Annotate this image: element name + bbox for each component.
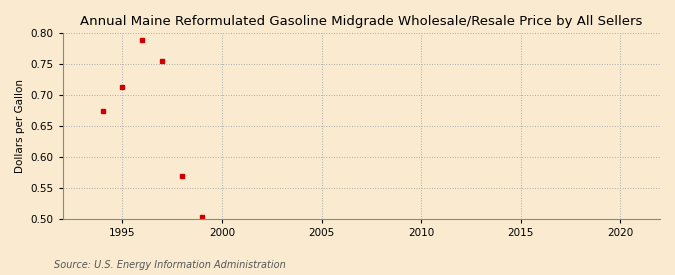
Y-axis label: Dollars per Gallon: Dollars per Gallon (15, 79, 25, 173)
Text: Source: U.S. Energy Information Administration: Source: U.S. Energy Information Administ… (54, 260, 286, 270)
Title: Annual Maine Reformulated Gasoline Midgrade Wholesale/Resale Price by All Seller: Annual Maine Reformulated Gasoline Midgr… (80, 15, 643, 28)
